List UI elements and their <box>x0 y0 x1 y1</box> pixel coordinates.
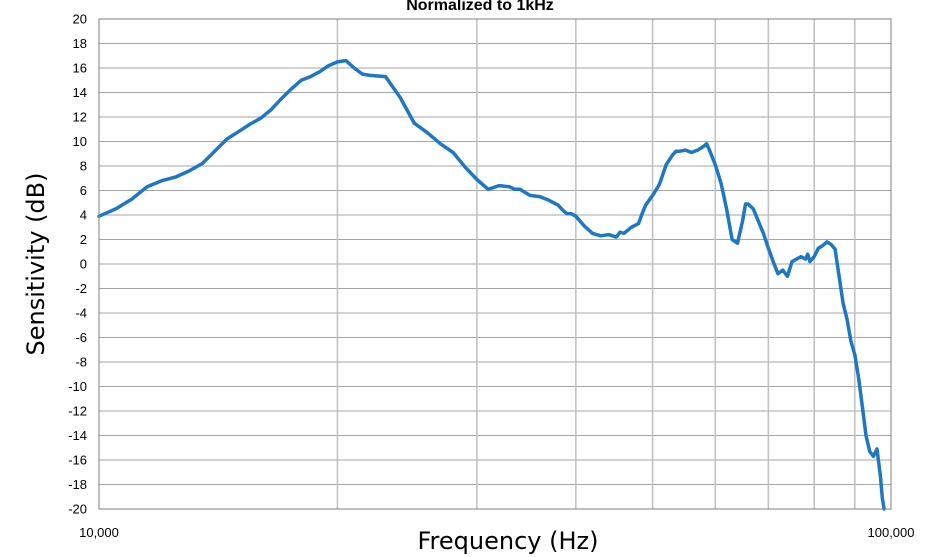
y-tick-label: -18 <box>68 477 87 492</box>
y-tick-label: 6 <box>80 183 87 198</box>
y-tick-label: -4 <box>75 306 87 321</box>
y-tick-label: 18 <box>73 36 87 51</box>
y-tick-label: -8 <box>75 355 87 370</box>
y-tick-label: -6 <box>75 330 87 345</box>
x-tick-label: 10,000 <box>79 525 119 540</box>
y-tick-label: -12 <box>68 404 87 419</box>
y-axis-title: Sensitivity (dB) <box>22 173 50 356</box>
sensitivity-line <box>97 58 886 511</box>
y-tick-label: 4 <box>80 208 87 223</box>
y-tick-label: -2 <box>75 281 87 296</box>
y-tick-label: 0 <box>80 257 87 272</box>
y-tick-label: 10 <box>73 134 87 149</box>
chart-title: Normalized to 1kHz <box>406 0 554 14</box>
x-axis-title: Frequency (Hz) <box>418 527 599 555</box>
series-lines <box>97 58 886 511</box>
y-tick-labels: -20-18-16-14-12-10-8-6-4-202468101214161… <box>68 12 87 517</box>
x-tick-labels: 10,000 100,000 <box>79 525 914 540</box>
y-tick-label: -16 <box>68 453 87 468</box>
y-tick-label: 8 <box>80 159 87 174</box>
y-tick-label: 14 <box>73 85 87 100</box>
y-tick-label: -14 <box>68 428 87 443</box>
y-tick-label: 2 <box>80 232 87 247</box>
y-tick-label: 16 <box>73 61 87 76</box>
plot-frame <box>98 18 892 510</box>
y-tick-label: -20 <box>68 502 87 517</box>
x-tick-label: 100,000 <box>868 525 915 540</box>
y-tick-label: 20 <box>73 12 87 27</box>
y-tick-label: -10 <box>68 379 87 394</box>
y-tick-label: 12 <box>73 110 87 125</box>
grid-lines <box>99 18 891 510</box>
